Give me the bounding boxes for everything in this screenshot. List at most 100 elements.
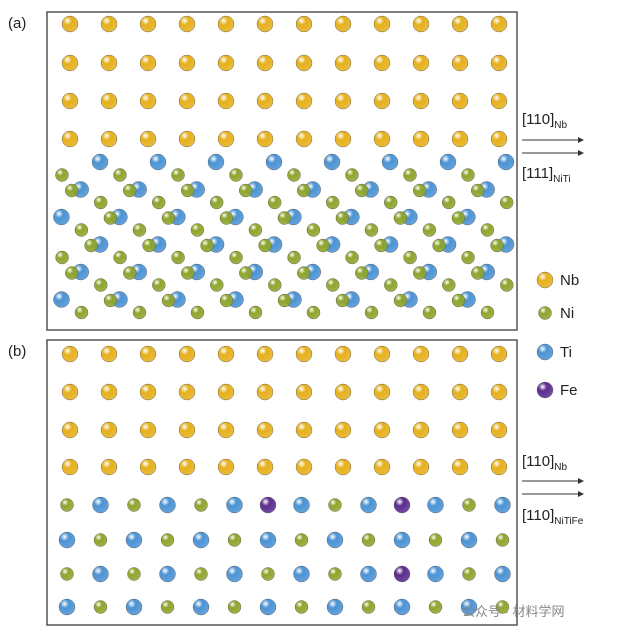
atom: [328, 498, 342, 512]
atom: [152, 278, 166, 292]
atom: [139, 383, 157, 401]
atom: [500, 278, 514, 292]
atom: [256, 15, 274, 33]
atom: [297, 266, 311, 280]
atom: [227, 533, 242, 547]
atom: [100, 15, 118, 33]
atom: [178, 383, 196, 401]
atom: [497, 153, 515, 171]
atom: [217, 130, 235, 148]
atom: [460, 531, 478, 549]
atom: [471, 266, 485, 280]
atom: [451, 92, 469, 110]
legend-swatch: [538, 306, 552, 320]
atom: [100, 421, 118, 439]
atom: [113, 168, 127, 182]
orientation-label: [110]NiTiFe: [522, 507, 584, 527]
atom: [412, 458, 430, 476]
atom: [53, 208, 70, 226]
atom: [422, 305, 437, 320]
atom: [194, 567, 208, 581]
atom: [139, 345, 157, 363]
atom: [381, 153, 399, 171]
atom: [306, 305, 321, 320]
atom: [393, 496, 411, 514]
atom: [178, 15, 196, 33]
atom: [100, 458, 118, 476]
atom: [92, 565, 109, 583]
atom: [180, 183, 195, 198]
atom: [58, 531, 76, 549]
atom: [207, 153, 225, 171]
atom: [91, 153, 109, 171]
atom: [58, 598, 76, 616]
atom: [373, 54, 391, 72]
atom: [127, 498, 141, 512]
atom: [151, 195, 166, 210]
atom: [55, 250, 69, 265]
atom: [256, 345, 274, 363]
atom: [334, 130, 352, 148]
atom: [259, 598, 277, 616]
atom: [345, 168, 359, 182]
atom: [277, 211, 292, 225]
atom: [355, 266, 369, 280]
atom: [403, 168, 417, 182]
atom: [323, 153, 341, 171]
atom: [60, 498, 74, 512]
orientation-label: [110]Nb: [522, 453, 567, 473]
atom: [178, 130, 196, 148]
atom: [295, 421, 313, 439]
atom: [460, 598, 478, 616]
atom: [490, 130, 508, 148]
atom: [139, 54, 157, 72]
atom: [160, 533, 175, 547]
atom: [181, 266, 195, 280]
atom: [160, 600, 175, 614]
atom: [490, 54, 508, 72]
atom: [217, 54, 235, 72]
atom: [490, 345, 508, 363]
atom: [293, 565, 310, 583]
atom: [159, 565, 176, 583]
atom: [178, 458, 196, 476]
atom: [256, 92, 274, 110]
atom: [61, 458, 79, 476]
atom: [384, 195, 398, 210]
atom: [439, 153, 457, 171]
atom: [462, 498, 476, 512]
legend-swatch: [536, 381, 554, 399]
atom: [93, 600, 108, 614]
legend-swatch: [536, 343, 554, 361]
atom: [326, 195, 340, 210]
atom: [495, 533, 510, 547]
atom: [61, 345, 79, 363]
atom: [490, 458, 508, 476]
atom: [427, 565, 444, 583]
atom: [261, 567, 275, 581]
atom: [295, 54, 313, 72]
atom: [345, 250, 359, 265]
atom: [190, 305, 205, 320]
atom: [422, 223, 437, 237]
atom: [277, 293, 292, 308]
atom: [139, 92, 157, 110]
atom: [217, 92, 235, 110]
arrow-head: [578, 137, 584, 143]
atom: [219, 211, 234, 225]
atom: [334, 383, 352, 401]
atom: [217, 345, 235, 363]
atom: [494, 496, 511, 514]
atom: [139, 130, 157, 148]
panel-a-frame: [46, 11, 518, 331]
atom: [461, 168, 475, 182]
orientation-label: [111]NiTi: [522, 165, 571, 185]
atom: [229, 250, 243, 265]
atom: [259, 531, 277, 549]
atom: [462, 567, 476, 581]
atom: [361, 600, 376, 614]
atom: [268, 278, 282, 292]
atom: [500, 195, 514, 210]
atom: [451, 458, 469, 476]
atom: [334, 345, 352, 363]
